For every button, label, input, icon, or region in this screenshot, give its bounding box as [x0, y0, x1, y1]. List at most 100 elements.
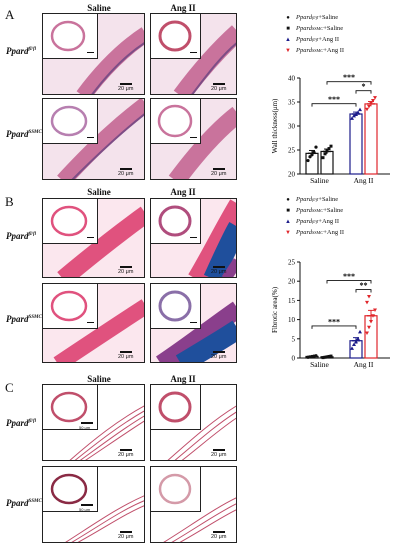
y-tick-label: 10 [288, 316, 296, 324]
legend-marker-icon: ■ [286, 25, 290, 32]
row-label-c-ssmc: PpardSSMC [6, 498, 42, 508]
legend-marker-icon: ● [286, 14, 290, 21]
legend-genotype: SSMC [312, 208, 324, 213]
col-head-a-angii: Ang II [170, 3, 196, 13]
data-point [356, 110, 360, 115]
significance-label: ** [360, 281, 368, 290]
y-axis-label: Wall thickness(μm) [271, 98, 279, 153]
scale-bar: 20 μm [211, 351, 227, 360]
data-point [358, 107, 362, 112]
data-point [321, 156, 325, 160]
data-point [373, 96, 377, 100]
data-point [327, 354, 331, 358]
histology-b-ssmc-saline: 20 μm [42, 283, 145, 363]
histology-b-ssmc-angii: 20 μm [150, 283, 237, 363]
row-label-b-flfl: Ppardfl/fl [6, 231, 36, 241]
bar [320, 150, 334, 175]
legend-treatment: +Saline [318, 14, 339, 21]
data-point [367, 325, 371, 330]
y-tick-label: 20 [288, 278, 296, 286]
scale-bar: 20 μm [118, 266, 134, 275]
legend-genotype: SSMC [312, 48, 324, 53]
data-point [365, 107, 369, 112]
data-point [369, 320, 373, 324]
data-point [367, 104, 371, 109]
data-point [314, 354, 318, 358]
x-category-label: Saline [310, 176, 329, 185]
data-point [312, 150, 316, 154]
data-point [323, 152, 327, 156]
legend-gene: Ppard [296, 25, 313, 32]
col-head-c-angii: Ang II [170, 374, 196, 384]
chart-fibrotic-area: 0 5 10 15 20 25 Fibrotic area(%) Saline Ang II **… [271, 259, 390, 369]
data-point [367, 295, 371, 299]
legend-genotype: SSMC [312, 230, 324, 235]
histology-a-flfl-angii: 20 μm [150, 13, 237, 95]
data-point [325, 149, 329, 153]
data-point [350, 346, 354, 350]
bar [305, 152, 319, 175]
data-point [354, 112, 358, 116]
data-point [329, 354, 333, 358]
data-point [310, 153, 314, 157]
significance-bracket [326, 81, 372, 85]
data-point [371, 314, 375, 318]
legend-entry: ■ Ppard SSMC +Saline [283, 25, 343, 32]
scale-bar: 20 μm [118, 83, 134, 92]
data-point [369, 101, 373, 105]
y-tick-label: 35 [288, 99, 296, 107]
col-head-b-angii: Ang II [170, 187, 196, 197]
histology-a-ssmc-angii: 20 μm [150, 98, 237, 180]
panel-letter-c: C [5, 380, 14, 395]
row-label-b-ssmc: PpardSSMC [6, 314, 42, 324]
significance-bracket [326, 280, 372, 284]
legend-gene: Ppard [296, 218, 313, 225]
y-tick-label: 0 [292, 355, 296, 363]
significance-label: * [362, 82, 366, 91]
inset-scale-label: 50 μm [79, 504, 94, 512]
legend-treatment: +Saline [318, 196, 339, 203]
y-axis-label: Fibrotic area(%) [271, 286, 279, 333]
data-point [373, 308, 377, 312]
significance-bracket [355, 90, 372, 94]
legend-entry: ▲ Ppard fl/fl +Ang II [283, 36, 339, 43]
legend-treatment: +Saline [323, 25, 344, 32]
bar [349, 113, 363, 175]
legend-gene: Ppard [296, 229, 313, 236]
data-point [327, 147, 331, 151]
data-point [306, 158, 310, 163]
legend-treatment: +Ang II [323, 229, 345, 236]
legend-treatment: +Ang II [323, 47, 345, 54]
chart-wall-thickness: 20 25 30 35 40 Wall thickness(μm) Saline Ang II… [271, 73, 390, 185]
scale-bar: 20 μm [118, 168, 134, 177]
legend-entry: ● Ppard fl/fl +Saline [283, 14, 338, 21]
histology-b-flfl-saline: 20 μm [42, 198, 145, 278]
legend-marker-icon: ▼ [285, 47, 291, 54]
legend-gene: Ppard [296, 196, 313, 203]
scale-bar: 20 μm [118, 531, 134, 540]
histology-b-flfl-angii: 20 μm [150, 198, 237, 278]
bar [364, 103, 378, 175]
data-point [329, 144, 333, 148]
data-point [358, 329, 362, 334]
legend-marker-icon: ● [286, 196, 290, 203]
legend-entry: ▼ Ppard SSMC +Ang II [283, 47, 344, 54]
data-point [321, 356, 325, 360]
legend-treatment: +Saline [323, 207, 344, 214]
histology-a-flfl-saline: 20 μm [42, 13, 145, 95]
scale-bar: 20 μm [211, 266, 227, 275]
data-point [365, 300, 369, 305]
significance-label: *** [343, 73, 355, 82]
inset-scale-label: 50 μm [79, 422, 94, 430]
legend-gene: Ppard [296, 14, 313, 21]
panel-letter-b: B [5, 194, 14, 209]
data-point [325, 355, 329, 359]
data-point [352, 113, 356, 118]
legend-entry: ▲ Ppard fl/fl +Ang II [283, 218, 339, 225]
legend-genotype: fl/fl [312, 219, 319, 224]
legend-genotype: fl/fl [312, 37, 319, 42]
col-head-a-saline: Saline [87, 3, 111, 13]
x-category-label: Ang II [354, 176, 374, 185]
row-label-a-flfl: Ppardfl/fl [6, 46, 36, 56]
legend-gene: Ppard [296, 207, 313, 214]
